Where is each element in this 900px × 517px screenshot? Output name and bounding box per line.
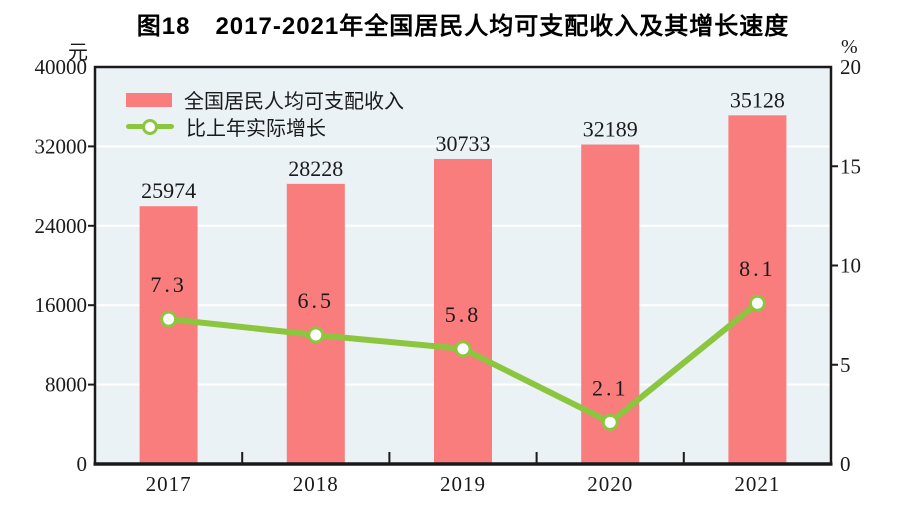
x-axis-label-2021: 2021 (734, 472, 780, 496)
bar-2021 (728, 115, 787, 464)
legend-line-marker-icon (142, 118, 158, 135)
legend-row-growth: 比上年实际增长 (126, 113, 404, 140)
left-axis-tick-label: 24000 (35, 214, 88, 238)
legend: 全国居民人均可支配收入 比上年实际增长 (126, 86, 404, 140)
growth-value-label-2019: 5.8 (445, 302, 482, 327)
right-axis-tick-label: 10 (840, 254, 861, 278)
left-axis-unit: 元 (68, 42, 88, 64)
chart-title: 图18 2017-2021年全国居民人均可支配收入及其增长速度 (136, 13, 790, 40)
line-marker-2018 (307, 326, 325, 344)
bar-value-label-2021: 35128 (730, 87, 785, 112)
bar-2017 (139, 206, 198, 464)
line-marker-2020 (601, 413, 619, 431)
growth-value-label-2018: 6.5 (298, 288, 335, 313)
bar-value-label-2020: 32189 (583, 117, 638, 142)
line-marker-2021 (748, 294, 766, 312)
left-axis-tick-label: 16000 (35, 293, 88, 317)
line-marker-2017 (160, 310, 178, 328)
bar-2018 (286, 183, 345, 464)
growth-value-label-2017: 7.3 (150, 272, 187, 297)
right-axis-tick-label: 20 (840, 55, 861, 79)
legend-line-label: 比上年实际增长 (186, 118, 326, 140)
left-axis-tick-label: 40000 (35, 55, 88, 79)
legend-bar-label: 全国居民人均可支配收入 (184, 91, 404, 113)
x-axis-label-2017: 2017 (146, 472, 192, 496)
x-axis-label-2020: 2020 (587, 472, 633, 496)
left-axis-tick-label: 8000 (45, 373, 87, 397)
right-axis-tick-label: 15 (840, 154, 861, 178)
left-axis-tick-label: 32000 (35, 134, 88, 158)
left-axis-tick-label: 0 (77, 452, 88, 476)
growth-value-label-2020: 2.1 (592, 375, 629, 400)
legend-bar-swatch (126, 92, 172, 107)
legend-row-income: 全国居民人均可支配收入 (126, 86, 404, 113)
right-axis-tick-label: 0 (840, 452, 851, 476)
bar-value-label-2017: 25974 (141, 178, 196, 203)
x-axis-label-2019: 2019 (440, 472, 486, 496)
bar-2019 (434, 158, 492, 464)
right-axis-unit: % (841, 36, 858, 58)
growth-value-label-2021: 8.1 (739, 256, 776, 281)
bar-value-label-2019: 30733 (436, 131, 491, 156)
bar-value-label-2018: 28228 (288, 156, 343, 181)
right-axis-tick-label: 5 (840, 353, 851, 377)
legend-line-swatch (126, 118, 174, 135)
line-marker-2019 (454, 340, 472, 358)
x-axis-label-2018: 2018 (293, 472, 339, 496)
